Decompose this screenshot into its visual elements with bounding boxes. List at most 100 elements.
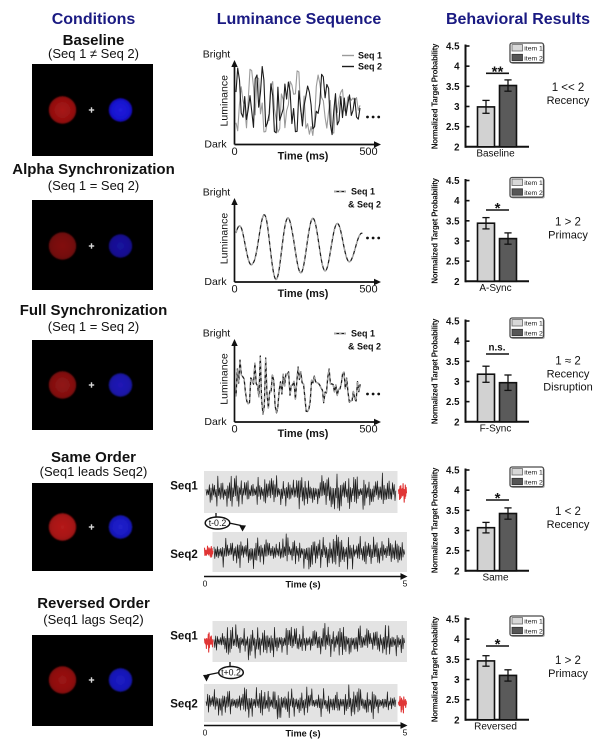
svg-text:2: 2 bbox=[454, 417, 459, 428]
svg-text:2.5: 2.5 bbox=[446, 695, 460, 706]
svg-text:item 1: item 1 bbox=[524, 46, 543, 53]
svg-text:4.5: 4.5 bbox=[446, 466, 460, 477]
svg-text:Luminance: Luminance bbox=[219, 353, 231, 405]
svg-text:0: 0 bbox=[231, 424, 237, 436]
svg-text:Dark: Dark bbox=[204, 276, 227, 288]
svg-text:Bright: Bright bbox=[203, 328, 231, 340]
svg-text:5: 5 bbox=[403, 579, 408, 589]
svg-text:item 2: item 2 bbox=[524, 628, 543, 635]
svg-text:A-Sync: A-Sync bbox=[479, 283, 511, 294]
svg-text:**: ** bbox=[492, 64, 504, 81]
svg-text:*: * bbox=[495, 200, 501, 217]
svg-text:Luminance: Luminance bbox=[219, 75, 231, 127]
svg-text:1 << 2: 1 << 2 bbox=[552, 82, 585, 94]
svg-text:Seq2: Seq2 bbox=[170, 549, 198, 561]
svg-text:Luminance: Luminance bbox=[219, 213, 231, 265]
svg-text:Primacy: Primacy bbox=[548, 230, 588, 242]
svg-text:3: 3 bbox=[454, 675, 460, 686]
svg-text:Disruption: Disruption bbox=[543, 382, 593, 394]
svg-text:0: 0 bbox=[231, 146, 237, 158]
svg-text:2.5: 2.5 bbox=[446, 397, 460, 408]
svg-text:3: 3 bbox=[454, 102, 460, 113]
svg-text:Dark: Dark bbox=[204, 139, 227, 151]
svg-text:item 2: item 2 bbox=[524, 330, 543, 337]
svg-text:t-0.2: t-0.2 bbox=[209, 518, 227, 528]
svg-text:4.5: 4.5 bbox=[446, 42, 460, 53]
svg-text:5: 5 bbox=[403, 728, 408, 738]
svg-text:4.5: 4.5 bbox=[446, 615, 460, 626]
svg-text:Time (ms): Time (ms) bbox=[278, 151, 329, 163]
svg-text:Normalized Target Probability: Normalized Target Probability bbox=[431, 616, 440, 722]
svg-text:500: 500 bbox=[359, 284, 377, 296]
svg-text:3.5: 3.5 bbox=[446, 357, 460, 368]
svg-text:Seq 1: Seq 1 bbox=[351, 187, 375, 197]
svg-text:4: 4 bbox=[454, 196, 460, 207]
svg-text:n.s.: n.s. bbox=[489, 343, 506, 354]
svg-text:Baseline: Baseline bbox=[476, 148, 515, 159]
svg-text:Primacy: Primacy bbox=[548, 668, 588, 680]
svg-text:Time (s): Time (s) bbox=[285, 729, 320, 739]
svg-text:Recency: Recency bbox=[547, 95, 590, 107]
svg-text:Normalized Target Probability: Normalized Target Probability bbox=[431, 43, 440, 149]
svg-text:Normalized Target Probability: Normalized Target Probability bbox=[431, 467, 440, 573]
svg-text:*: * bbox=[495, 490, 501, 507]
svg-text:Normalized Target Probability: Normalized Target Probability bbox=[431, 318, 440, 424]
svg-text:item 1: item 1 bbox=[524, 321, 543, 328]
svg-text:0: 0 bbox=[203, 579, 208, 589]
svg-text:t+0.2: t+0.2 bbox=[221, 668, 241, 678]
svg-text:3: 3 bbox=[454, 377, 460, 388]
svg-text:item 2: item 2 bbox=[524, 190, 543, 197]
svg-text:item 1: item 1 bbox=[524, 180, 543, 187]
svg-text:item 2: item 2 bbox=[524, 55, 543, 62]
svg-text:1 < 2: 1 < 2 bbox=[555, 506, 581, 518]
svg-text:1 ≈ 2: 1 ≈ 2 bbox=[555, 356, 581, 368]
svg-text:item 1: item 1 bbox=[524, 470, 543, 477]
svg-text:2.5: 2.5 bbox=[446, 257, 460, 268]
svg-text:3.5: 3.5 bbox=[446, 82, 460, 93]
svg-text:2: 2 bbox=[454, 715, 459, 726]
svg-text:Normalized Target Probability: Normalized Target Probability bbox=[431, 177, 440, 283]
svg-text:Time (ms): Time (ms) bbox=[278, 428, 329, 440]
svg-text:4.5: 4.5 bbox=[446, 176, 460, 187]
svg-text:4.5: 4.5 bbox=[446, 317, 460, 328]
svg-text:item 2: item 2 bbox=[524, 479, 543, 486]
svg-text:Dark: Dark bbox=[204, 416, 227, 428]
svg-text:& Seq 2: & Seq 2 bbox=[348, 200, 381, 210]
svg-text:3: 3 bbox=[454, 236, 460, 247]
svg-text:Seq 1: Seq 1 bbox=[358, 51, 382, 61]
svg-text:Seq1: Seq1 bbox=[170, 481, 198, 493]
svg-text:500: 500 bbox=[359, 146, 377, 158]
svg-text:*: * bbox=[495, 636, 501, 653]
svg-text:Seq 2: Seq 2 bbox=[358, 62, 382, 72]
svg-text:4: 4 bbox=[454, 486, 460, 497]
svg-text:Bright: Bright bbox=[203, 187, 231, 199]
svg-text:2: 2 bbox=[454, 566, 459, 577]
svg-text:Seq2: Seq2 bbox=[170, 699, 198, 711]
svg-text:3.5: 3.5 bbox=[446, 655, 460, 666]
svg-text:Seq1: Seq1 bbox=[170, 631, 198, 643]
svg-text:3.5: 3.5 bbox=[446, 216, 460, 227]
svg-text:1 > 2: 1 > 2 bbox=[555, 655, 581, 667]
svg-text:Same: Same bbox=[482, 572, 509, 583]
svg-text:2: 2 bbox=[454, 277, 459, 288]
svg-text:item 1: item 1 bbox=[524, 619, 543, 626]
svg-text:1 > 2: 1 > 2 bbox=[555, 217, 581, 229]
svg-text:4: 4 bbox=[454, 635, 460, 646]
svg-text:2.5: 2.5 bbox=[446, 546, 460, 557]
svg-text:Time (ms): Time (ms) bbox=[278, 288, 329, 300]
svg-text:3: 3 bbox=[454, 526, 460, 537]
svg-text:4: 4 bbox=[454, 62, 460, 73]
svg-text:Time (s): Time (s) bbox=[285, 580, 320, 590]
svg-text:Recency: Recency bbox=[547, 369, 590, 381]
svg-text:4: 4 bbox=[454, 337, 460, 348]
svg-text:F-Sync: F-Sync bbox=[480, 423, 512, 434]
svg-text:3.5: 3.5 bbox=[446, 506, 460, 517]
svg-text:0: 0 bbox=[203, 728, 208, 738]
svg-text:Bright: Bright bbox=[203, 49, 231, 61]
svg-text:& Seq 2: & Seq 2 bbox=[348, 342, 381, 352]
svg-text:2.5: 2.5 bbox=[446, 122, 460, 133]
svg-text:Recency: Recency bbox=[547, 519, 590, 531]
svg-text:0: 0 bbox=[231, 284, 237, 296]
svg-text:500: 500 bbox=[359, 424, 377, 436]
svg-text:Reversed: Reversed bbox=[474, 721, 517, 732]
